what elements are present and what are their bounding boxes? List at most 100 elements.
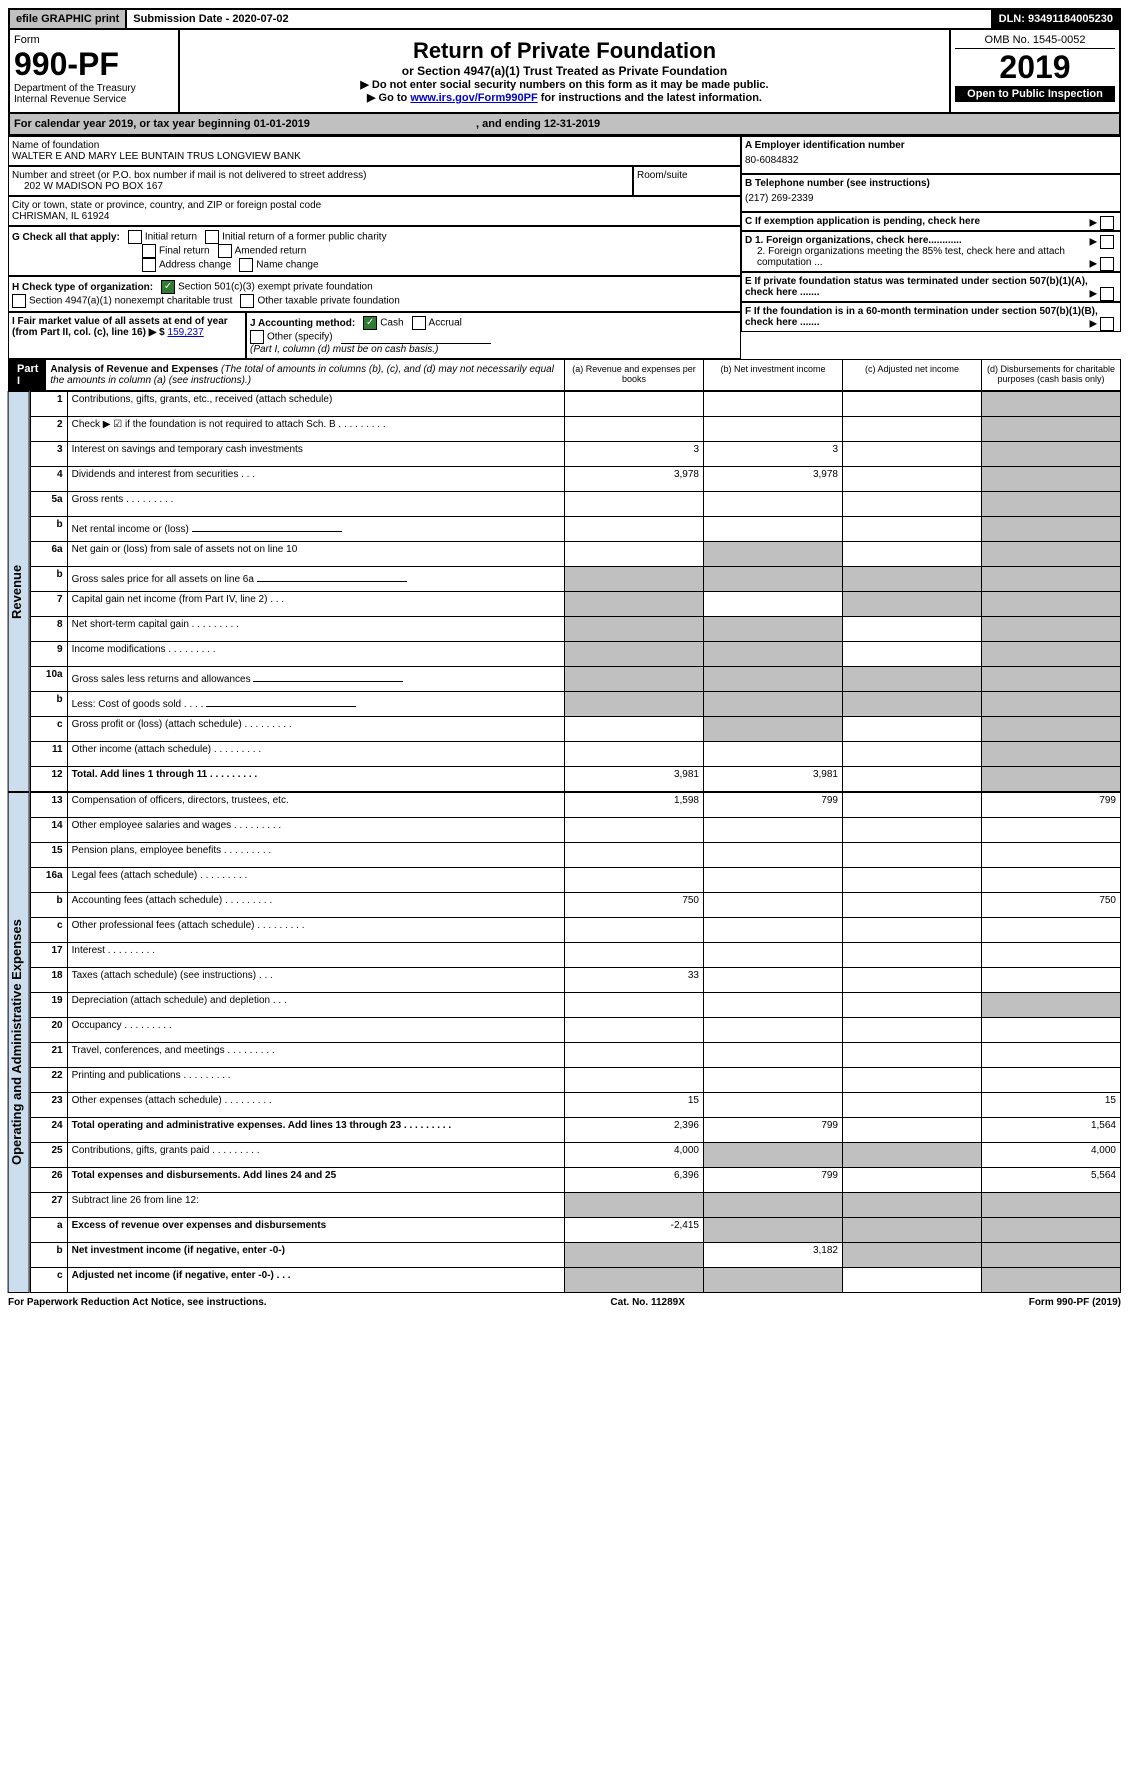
row-number: 7 — [30, 592, 67, 617]
checkbox-other-method[interactable] — [250, 330, 264, 344]
dln-label: DLN: 93491184005230 — [993, 10, 1119, 28]
dept-treasury: Department of the Treasury — [14, 83, 174, 94]
cell-col-d — [982, 818, 1121, 843]
e-label: E If private foundation status was termi… — [745, 276, 1088, 298]
inline-input[interactable] — [206, 694, 356, 707]
checkbox-amended[interactable] — [218, 244, 232, 258]
cell-col-d: 1,564 — [982, 1118, 1121, 1143]
table-row: 13Compensation of officers, directors, t… — [30, 793, 1120, 818]
checkbox-f[interactable] — [1100, 317, 1114, 331]
row-number: 19 — [30, 993, 67, 1018]
instruct-link[interactable]: www.irs.gov/Form990PF — [410, 92, 537, 104]
revenue-section: Revenue 1Contributions, gifts, grants, e… — [8, 391, 1121, 792]
cell-col-c — [843, 1118, 982, 1143]
cell-col-b — [704, 868, 843, 893]
cell-col-b — [704, 818, 843, 843]
row-description: Printing and publications . . . . . . . … — [67, 1068, 564, 1093]
row-number: 27 — [30, 1193, 67, 1218]
table-row: 6aNet gain or (loss) from sale of assets… — [30, 542, 1120, 567]
cell-col-a: 750 — [565, 893, 704, 918]
checkbox-other-taxable[interactable] — [240, 294, 254, 308]
other-method-input[interactable] — [341, 331, 491, 344]
cell-col-a — [565, 492, 704, 517]
cell-col-b — [704, 542, 843, 567]
table-row: 17Interest . . . . . . . . . — [30, 943, 1120, 968]
checkbox-initial-return[interactable] — [128, 230, 142, 244]
checkbox-501c3[interactable] — [161, 280, 175, 294]
cell-col-c — [843, 767, 982, 792]
city-cell: City or town, state or province, country… — [8, 196, 741, 226]
cell-col-d — [982, 1243, 1121, 1268]
checkbox-cash[interactable] — [363, 316, 377, 330]
checkbox-initial-former[interactable] — [205, 230, 219, 244]
cell-col-a: 3,981 — [565, 767, 704, 792]
efile-label: efile GRAPHIC print — [10, 10, 125, 28]
checkbox-final-return[interactable] — [142, 244, 156, 258]
cell-col-b — [704, 843, 843, 868]
row-description: Gross rents . . . . . . . . . — [67, 492, 564, 517]
cell-col-c — [843, 843, 982, 868]
row-number: b — [30, 567, 67, 592]
row-number: 20 — [30, 1018, 67, 1043]
cell-col-b — [704, 692, 843, 717]
checkbox-4947a1[interactable] — [12, 294, 26, 308]
inline-input[interactable] — [257, 569, 407, 582]
row-number: 23 — [30, 1093, 67, 1118]
cell-col-b — [704, 567, 843, 592]
cell-col-b — [704, 1193, 843, 1218]
row-number: 22 — [30, 1068, 67, 1093]
table-row: 16aLegal fees (attach schedule) . . . . … — [30, 868, 1120, 893]
instruct-2-suffix: for instructions and the latest informat… — [541, 92, 762, 104]
row-number: 5a — [30, 492, 67, 517]
row-description: Net gain or (loss) from sale of assets n… — [67, 542, 564, 567]
cell-col-c — [843, 617, 982, 642]
c-label: C If exemption application is pending, c… — [745, 216, 980, 227]
cell-col-b — [704, 1093, 843, 1118]
cell-col-d — [982, 1218, 1121, 1243]
cell-col-d — [982, 542, 1121, 567]
cell-col-d — [982, 943, 1121, 968]
cell-col-b — [704, 592, 843, 617]
table-row: 21Travel, conferences, and meetings . . … — [30, 1043, 1120, 1068]
checkbox-e[interactable] — [1100, 287, 1114, 301]
revenue-table: 1Contributions, gifts, grants, etc., rec… — [30, 391, 1121, 792]
j-opt-0: Cash — [380, 318, 403, 329]
row-number: b — [30, 1243, 67, 1268]
instruct-2-prefix: ▶ Go to — [367, 92, 407, 104]
calendar-begin: For calendar year 2019, or tax year begi… — [14, 118, 310, 130]
inline-input[interactable] — [192, 519, 342, 532]
checkbox-d2[interactable] — [1100, 257, 1114, 271]
row-number: b — [30, 517, 67, 542]
row-description: Check ▶ ☑ if the foundation is not requi… — [67, 417, 564, 442]
i-value[interactable]: 159,237 — [168, 327, 204, 338]
ein-cell: A Employer identification number 80-6084… — [741, 136, 1121, 174]
cell-col-d — [982, 1193, 1121, 1218]
col-a-head: (a) Revenue and expenses per books — [564, 360, 703, 390]
addr-label: Number and street (or P.O. box number if… — [12, 170, 629, 181]
row-description: Other income (attach schedule) . . . . .… — [67, 742, 564, 767]
cell-col-b: 3,978 — [704, 467, 843, 492]
cell-col-b: 799 — [704, 793, 843, 818]
cell-col-d — [982, 1018, 1121, 1043]
row-description: Total. Add lines 1 through 11 . . . . . … — [67, 767, 564, 792]
phone-label: B Telephone number (see instructions) — [745, 178, 1117, 189]
cell-col-c — [843, 392, 982, 417]
row-description: Other expenses (attach schedule) . . . .… — [67, 1093, 564, 1118]
checkbox-d1[interactable] — [1100, 235, 1114, 249]
checkbox-c[interactable] — [1100, 216, 1114, 230]
checkbox-name-change[interactable] — [239, 258, 253, 272]
inline-input[interactable] — [253, 669, 403, 682]
checkbox-address-change[interactable] — [142, 258, 156, 272]
form-number: 990-PF — [14, 46, 174, 83]
g-opt-2: Final return — [159, 246, 210, 257]
checkbox-accrual[interactable] — [412, 316, 426, 330]
cell-col-d: 750 — [982, 893, 1121, 918]
header-left: Form 990-PF Department of the Treasury I… — [10, 30, 180, 112]
address-cell: Number and street (or P.O. box number if… — [8, 166, 633, 196]
g-opt-5: Name change — [256, 260, 318, 271]
g-opt-1: Initial return of a former public charit… — [222, 232, 387, 243]
form-title: Return of Private Foundation — [188, 38, 941, 64]
cell-col-c — [843, 692, 982, 717]
cell-col-b — [704, 918, 843, 943]
table-row: 23Other expenses (attach schedule) . . .… — [30, 1093, 1120, 1118]
